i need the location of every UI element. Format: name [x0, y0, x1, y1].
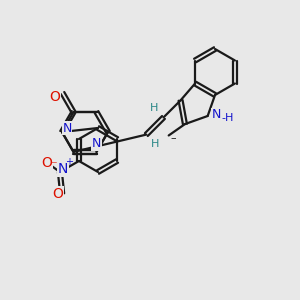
Text: O: O	[53, 187, 64, 200]
Text: N: N	[58, 162, 68, 176]
Text: -H: -H	[221, 113, 234, 123]
Text: H: H	[150, 103, 159, 113]
Text: ⁻: ⁻	[50, 159, 57, 172]
Text: N: N	[92, 137, 101, 150]
Text: +: +	[65, 157, 73, 167]
Text: O: O	[41, 156, 52, 170]
Text: O: O	[49, 90, 60, 104]
Text: N: N	[62, 122, 72, 134]
Text: N: N	[212, 109, 221, 122]
Text: –: –	[171, 134, 176, 143]
Text: H: H	[151, 139, 160, 148]
